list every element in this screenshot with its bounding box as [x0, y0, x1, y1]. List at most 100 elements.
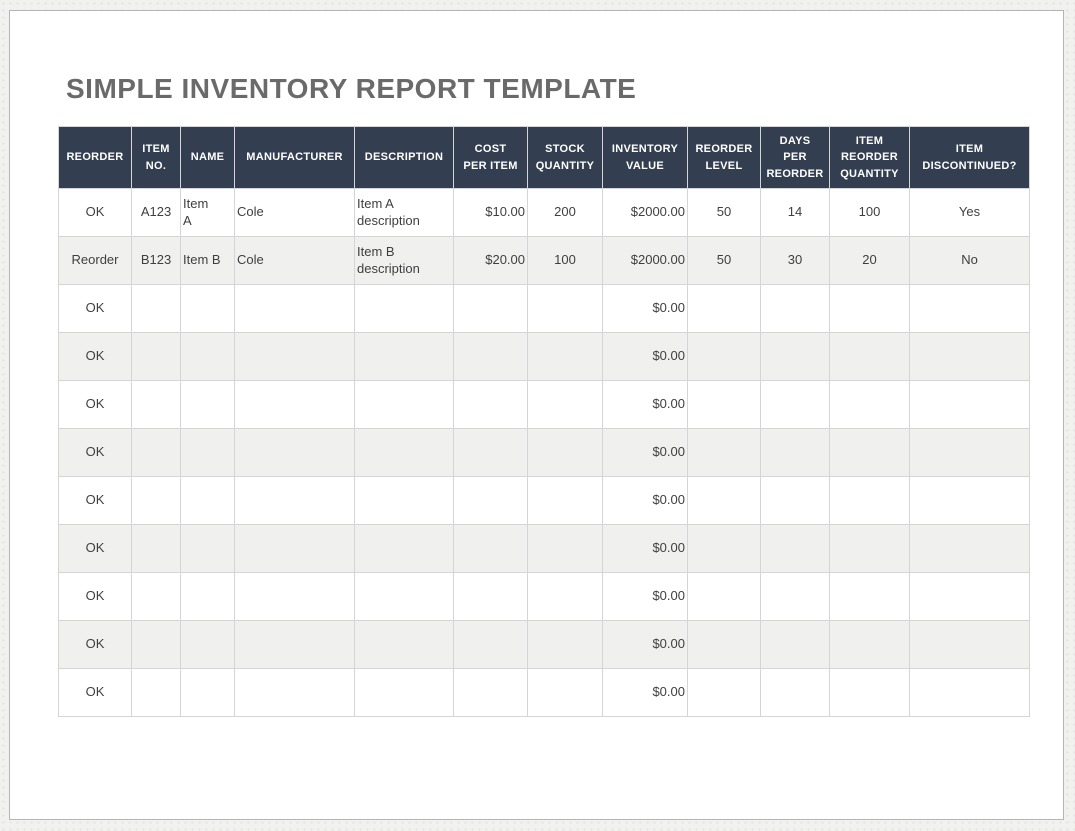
table-cell: Item A [180, 188, 235, 237]
table-cell: $0.00 [602, 476, 688, 525]
table-cell [527, 572, 603, 621]
table-cell [760, 332, 830, 381]
column-header-cost-per-item: COST PER ITEM [453, 126, 528, 189]
table-cell [354, 668, 454, 717]
table-header-row: REORDER ITEM NO. NAME MANUFACTURER DESCR… [58, 126, 1030, 189]
table-cell [453, 572, 528, 621]
table-cell: Cole [234, 236, 355, 285]
column-header-item-no: ITEM NO. [131, 126, 181, 189]
table-cell [829, 284, 910, 333]
table-cell [453, 428, 528, 477]
table-cell [829, 668, 910, 717]
table-cell: No [909, 236, 1030, 285]
table-row: OK $0.00 [58, 668, 1030, 717]
table-cell [453, 332, 528, 381]
table-cell [687, 380, 761, 429]
table-cell: OK [58, 668, 132, 717]
table-cell [354, 428, 454, 477]
table-cell: $2000.00 [602, 236, 688, 285]
column-header-item-reorder-quantity: ITEM REORDER QUANTITY [829, 126, 910, 189]
table-cell: $10.00 [453, 188, 528, 237]
table-cell [234, 476, 355, 525]
table-cell [453, 524, 528, 573]
column-header-manufacturer: MANUFACTURER [234, 126, 355, 189]
table-cell [527, 428, 603, 477]
table-cell: 200 [527, 188, 603, 237]
table-cell [234, 380, 355, 429]
table-cell: 100 [527, 236, 603, 285]
table-cell [687, 572, 761, 621]
table-cell [527, 284, 603, 333]
table-cell: OK [58, 332, 132, 381]
table-row: OK $0.00 [58, 572, 1030, 621]
table-cell [909, 428, 1030, 477]
table-cell [234, 428, 355, 477]
table-cell [453, 284, 528, 333]
table-cell [829, 476, 910, 525]
table-cell [760, 476, 830, 525]
table-cell: 30 [760, 236, 830, 285]
table-row: OK A123 Item A Cole Item A description $10.00… [58, 188, 1030, 237]
table-cell [234, 620, 355, 669]
table-cell [909, 380, 1030, 429]
table-cell [687, 668, 761, 717]
table-cell [909, 668, 1030, 717]
table-cell [687, 428, 761, 477]
table-cell [131, 380, 181, 429]
table-cell [354, 284, 454, 333]
table-cell [527, 668, 603, 717]
table-cell [760, 524, 830, 573]
table-cell [180, 668, 235, 717]
inventory-table: REORDER ITEM NO. NAME MANUFACTURER DESCR… [58, 126, 1030, 717]
table-cell [687, 524, 761, 573]
table-row: OK $0.00 [58, 476, 1030, 525]
table-cell: $0.00 [602, 332, 688, 381]
table-cell [131, 428, 181, 477]
table-cell [829, 428, 910, 477]
inventory-table-body: OK A123 Item A Cole Item A description $10.00… [58, 188, 1030, 717]
table-cell [354, 476, 454, 525]
table-row: OK $0.00 [58, 620, 1030, 669]
table-cell [829, 620, 910, 669]
table-cell: Item B [180, 236, 235, 285]
table-cell: 50 [687, 188, 761, 237]
table-cell: $0.00 [602, 572, 688, 621]
table-cell [453, 476, 528, 525]
table-cell: Reorder [58, 236, 132, 285]
table-cell [354, 572, 454, 621]
table-cell [909, 620, 1030, 669]
table-cell [131, 572, 181, 621]
table-cell [527, 380, 603, 429]
table-cell: 20 [829, 236, 910, 285]
table-cell [180, 380, 235, 429]
table-row: OK $0.00 [58, 524, 1030, 573]
table-row: OK $0.00 [58, 332, 1030, 381]
table-cell [131, 476, 181, 525]
table-cell: 14 [760, 188, 830, 237]
table-cell [760, 428, 830, 477]
table-cell [131, 620, 181, 669]
table-cell [234, 524, 355, 573]
table-cell [131, 668, 181, 717]
column-header-reorder-level: REORDER LEVEL [687, 126, 761, 189]
table-cell [687, 332, 761, 381]
table-cell [829, 572, 910, 621]
table-cell: $0.00 [602, 524, 688, 573]
table-cell: $0.00 [602, 284, 688, 333]
table-cell [687, 620, 761, 669]
table-cell [180, 572, 235, 621]
table-cell: OK [58, 572, 132, 621]
table-cell [527, 620, 603, 669]
table-cell [453, 668, 528, 717]
table-cell [829, 524, 910, 573]
table-cell [829, 332, 910, 381]
table-cell [909, 332, 1030, 381]
table-cell: Cole [234, 188, 355, 237]
table-row: OK $0.00 [58, 428, 1030, 477]
table-cell: OK [58, 476, 132, 525]
table-cell [131, 284, 181, 333]
table-cell: B123 [131, 236, 181, 285]
table-cell: OK [58, 188, 132, 237]
table-cell [453, 380, 528, 429]
